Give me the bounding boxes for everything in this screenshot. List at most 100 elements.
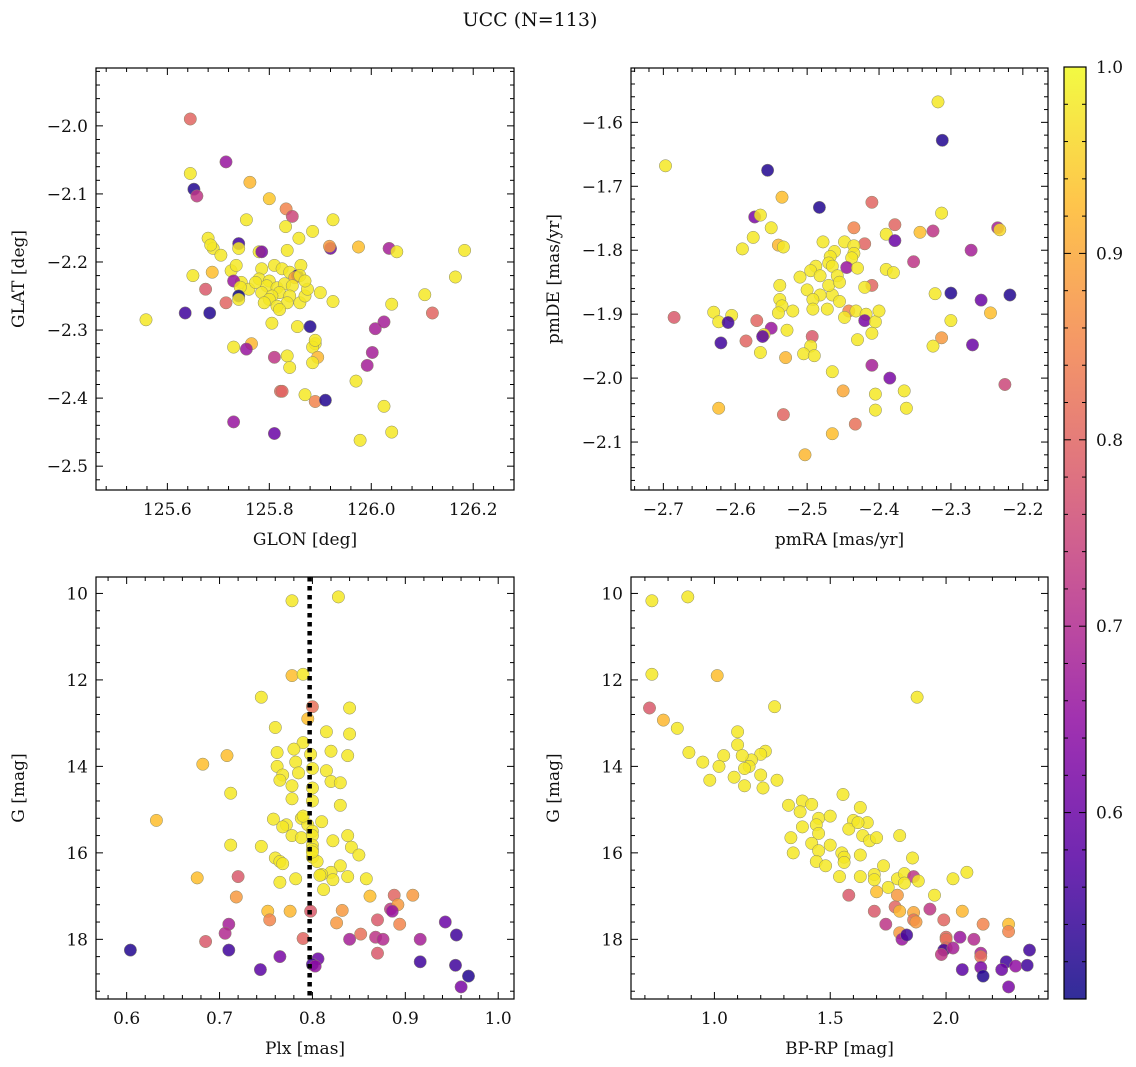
- scatter-point: [224, 786, 238, 800]
- y-tick-label: −1.9: [582, 305, 623, 325]
- scatter-point: [289, 755, 303, 769]
- y-tick-label: −2.0: [582, 369, 623, 389]
- scatter-point: [298, 388, 312, 402]
- scatter-point: [656, 713, 670, 727]
- scatter-point: [273, 875, 287, 889]
- scatter-point: [872, 304, 886, 318]
- scatter-point: [893, 829, 907, 843]
- x-axis-label: Plx [mas]: [265, 1039, 345, 1059]
- scatter-point: [183, 167, 197, 180]
- y-tick-label: −2.3: [47, 321, 88, 341]
- scatter-point: [285, 779, 299, 793]
- y-tick-label: −1.6: [582, 113, 623, 133]
- scatter-point: [877, 859, 890, 873]
- scatter-point: [966, 338, 979, 352]
- scatter-point: [782, 798, 795, 812]
- scatter-point: [178, 306, 192, 320]
- scatter-point: [764, 221, 778, 235]
- x-axis-label: pmRA [mas/yr]: [775, 530, 904, 550]
- scatter-point: [717, 749, 731, 763]
- scatter-point: [330, 916, 344, 930]
- axes-frame: [630, 576, 1049, 1000]
- scatter-point: [823, 809, 837, 823]
- scatter-point: [753, 346, 767, 359]
- scatter-point: [710, 669, 724, 683]
- scatter-point: [255, 245, 269, 259]
- scatter-point: [746, 230, 760, 244]
- scatter-point: [712, 759, 726, 773]
- scatter-point: [265, 316, 279, 330]
- scatter-point: [214, 248, 228, 262]
- scatter-point: [805, 797, 819, 811]
- scatter-point: [418, 288, 432, 302]
- scatter-point: [326, 295, 340, 308]
- colorbar: 0.6 0.7 0.8 0.9 1.0: [1063, 58, 1123, 1000]
- scatter-point: [287, 742, 301, 756]
- scatter-point: [298, 274, 312, 288]
- scatter-point: [343, 727, 357, 741]
- scatter-point: [292, 231, 306, 245]
- scatter-point: [937, 913, 951, 927]
- scatter-point: [795, 820, 809, 834]
- x-tick-label: 1.5: [817, 1009, 844, 1029]
- scatter-point: [203, 306, 217, 320]
- scatter-point: [1009, 959, 1023, 973]
- scatter-point: [292, 766, 305, 780]
- scatter-point: [816, 235, 830, 249]
- scatter-point: [196, 757, 210, 771]
- scatter-point: [371, 946, 384, 960]
- y-tick-label: −1.8: [582, 241, 623, 261]
- y-tick-label: −2.2: [47, 253, 88, 273]
- scatter-point: [682, 746, 696, 759]
- scatter-point: [913, 225, 927, 239]
- scatter-point: [753, 208, 767, 222]
- scatter-point: [393, 917, 407, 931]
- panel-bprp-g: 1.0 1.5 2.0 10 12 14 16 18 BP-RP [mag] G [mag]: [544, 576, 1049, 1059]
- scatter-point: [285, 209, 299, 223]
- scatter-point: [935, 331, 949, 345]
- scatter-point: [738, 779, 751, 793]
- y-tick-label: −2.0: [47, 117, 88, 137]
- y-tick-label: −2.1: [47, 185, 88, 205]
- scatter-point: [204, 238, 218, 252]
- scatter-point: [645, 667, 659, 681]
- scatter-point: [333, 798, 347, 812]
- scatter-point: [670, 721, 684, 735]
- scatter-point: [183, 112, 197, 126]
- scatter-point: [323, 239, 336, 253]
- scatter-point: [928, 287, 942, 301]
- scatter-point: [1023, 943, 1036, 957]
- scatter-point: [343, 932, 357, 946]
- scatter-point: [946, 872, 960, 886]
- scatter-point: [285, 594, 299, 608]
- y-axis-label: G [mag]: [544, 753, 564, 822]
- scatter-point: [333, 776, 347, 790]
- scatter-point: [853, 870, 867, 884]
- panel-plx-g: 0.6 0.7 0.8 0.9 1.0 10 12 14 16 18 Plx [mas] G [mag…: [9, 576, 515, 1059]
- scatter-point: [868, 315, 882, 329]
- scatter-point: [224, 838, 238, 852]
- scatter-point: [222, 943, 236, 957]
- scatter-point: [448, 270, 462, 284]
- scatter-point: [1002, 925, 1016, 938]
- scatter-point: [786, 304, 800, 318]
- scatter-point: [935, 133, 949, 147]
- colorbar-tick-label: 0.6: [1096, 804, 1123, 824]
- scatter-point: [756, 330, 770, 343]
- scatter-point: [385, 425, 399, 439]
- scatter-point: [262, 192, 276, 206]
- scatter-point: [254, 839, 268, 853]
- scatter-point: [946, 941, 960, 955]
- scatter-point: [883, 371, 897, 385]
- scatter-point: [667, 310, 681, 324]
- scatter-point: [239, 342, 253, 356]
- scatter-point: [825, 365, 839, 379]
- scatter-point: [731, 725, 745, 739]
- scatter-point: [285, 669, 299, 683]
- scatter-point: [888, 234, 902, 248]
- scatter-point: [703, 773, 717, 787]
- scatter-point: [868, 387, 882, 401]
- scatter-point: [910, 690, 924, 704]
- scatter-point: [341, 749, 355, 763]
